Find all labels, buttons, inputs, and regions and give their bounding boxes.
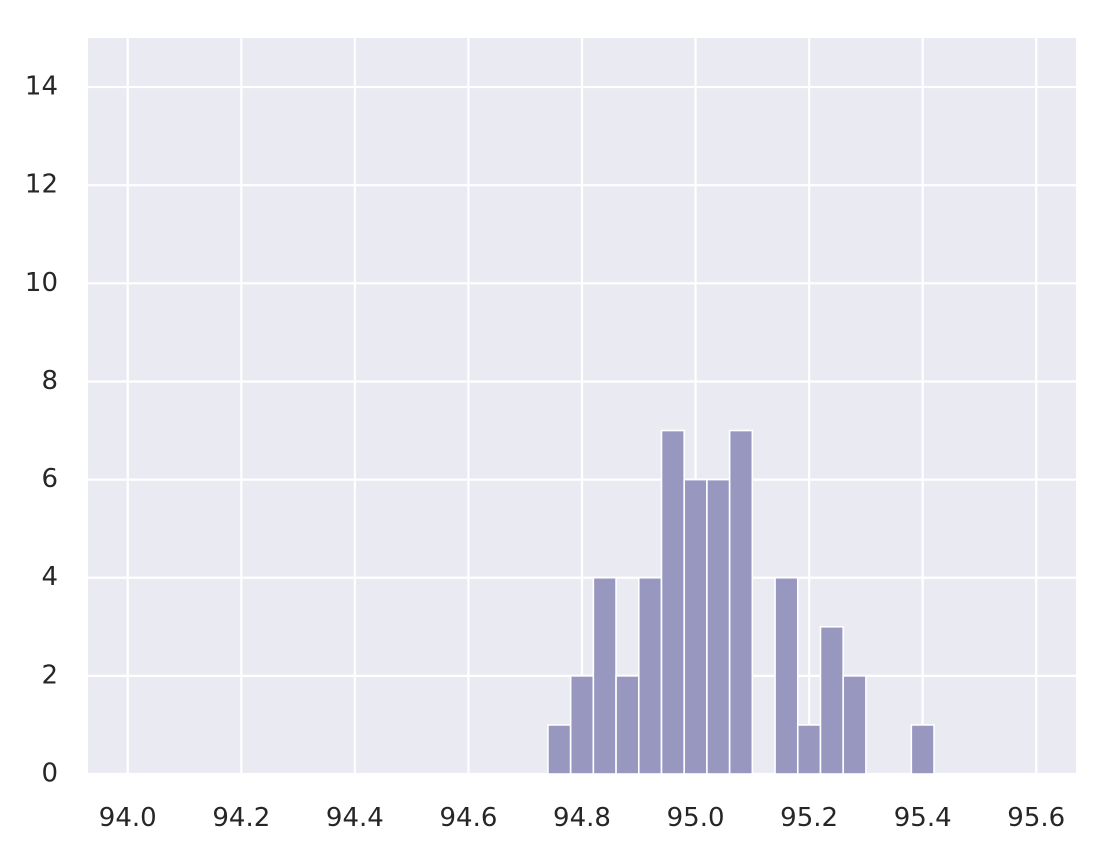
x-gridlines: [126, 38, 1038, 774]
histogram-bar: [592, 576, 617, 775]
x-tick-label: 95.6: [1007, 803, 1065, 833]
y-tick-label: 4: [41, 562, 58, 592]
histogram-bars: [547, 429, 935, 775]
histogram-bar: [774, 576, 799, 775]
histogram-bar: [569, 675, 595, 775]
y-tick-label: 0: [41, 759, 58, 789]
histogram-bar: [706, 478, 731, 775]
x-tick-label: 95.2: [780, 803, 838, 833]
histogram-bar: [842, 675, 867, 775]
x-tick-label: 94.6: [439, 803, 497, 833]
histogram-bar: [728, 429, 754, 775]
x-tick-label: 95.0: [667, 803, 725, 833]
histogram-bar: [796, 724, 822, 775]
y-tick-label: 2: [41, 660, 58, 690]
histogram-bar: [637, 576, 663, 775]
histogram-bar: [683, 478, 708, 775]
y-tick-label: 6: [41, 464, 58, 494]
x-tick-labels: 94.0 94.2 94.4 94.6 94.8 95.0 95.2 95.4 95.6: [99, 803, 1065, 833]
histogram-bar: [615, 675, 640, 775]
y-tick-label: 12: [25, 170, 58, 200]
x-tick-label: 94.4: [326, 803, 384, 833]
y-tick-labels: 0 2 4 6 8 10 12 14: [25, 72, 58, 789]
y-tick-label: 14: [25, 72, 58, 102]
histogram-bar: [547, 724, 572, 775]
x-tick-label: 94.8: [553, 803, 611, 833]
histogram-bar: [819, 625, 844, 775]
y-tick-label: 8: [41, 366, 58, 396]
x-tick-label: 94.0: [99, 803, 157, 833]
x-tick-label: 94.2: [212, 803, 270, 833]
x-tick-label: 95.4: [894, 803, 952, 833]
histogram-bar: [660, 429, 686, 775]
y-tick-label: 10: [25, 268, 58, 298]
histogram-bar: [910, 724, 935, 775]
